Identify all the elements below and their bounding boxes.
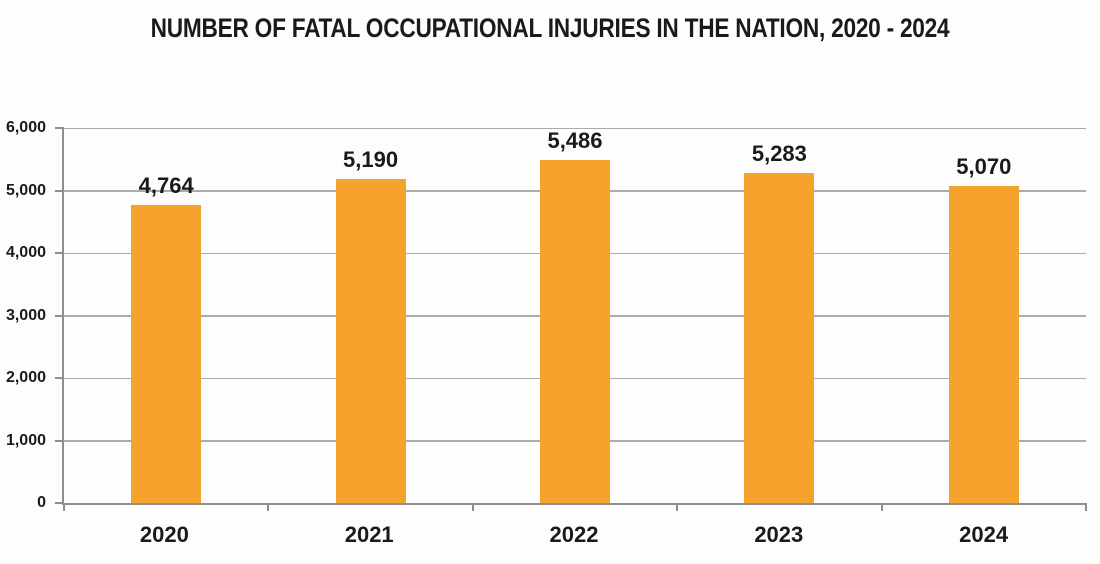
x-axis: 2020 2021 2022 2023 2024 [62, 514, 1086, 548]
x-axis-tick-label: 2021 [344, 522, 394, 547]
bar-slot: 5,486 [473, 128, 677, 503]
x-axis-tick [63, 503, 65, 511]
gridline [64, 127, 1086, 129]
y-axis-tick-label: 6,000 [5, 119, 46, 136]
y-axis-tick-label: 1,000 [5, 431, 46, 449]
y-axis-tick-label: 4,000 [5, 244, 46, 261]
plot-area: 4,764 5,190 5,486 5,283 5,070 [55, 127, 1087, 511]
y-axis-tick [55, 189, 64, 192]
y-axis: 0 1,000 2,000 3,000 4,000 5,000 6,000 [0, 120, 46, 511]
x-axis-tick [267, 503, 270, 511]
y-axis-tick [55, 502, 64, 504]
bar-slot: 5,190 [268, 128, 472, 503]
y-axis-tick-label: 3,000 [5, 306, 46, 324]
y-axis-tick [55, 377, 64, 380]
y-axis-tick [55, 127, 64, 129]
bar-2023 [744, 172, 815, 503]
bar-2024 [948, 186, 1019, 503]
y-axis-tick [55, 314, 64, 317]
y-axis-tick [55, 252, 64, 255]
x-axis-tick [471, 503, 474, 511]
x-axis-tick-label: 2023 [754, 522, 804, 547]
bar-2022 [539, 160, 610, 503]
y-axis-tick [55, 439, 64, 442]
y-axis-tick-label: 0 [37, 494, 46, 511]
bar-2021 [335, 178, 406, 503]
bar-slot: 4,764 [64, 128, 268, 503]
bar-value-label: 5,486 [547, 128, 603, 154]
bar-value-label: 5,190 [343, 146, 399, 172]
bar-value-label: 4,764 [138, 173, 194, 199]
chart-title: NUMBER OF FATAL OCCUPATIONAL INJURIES IN… [150, 13, 950, 43]
x-axis-tick-label: 2020 [139, 522, 189, 547]
bar-value-label: 5,070 [956, 154, 1012, 180]
x-axis-tick [1085, 503, 1087, 511]
bar-slot: 5,070 [882, 128, 1086, 503]
x-axis-tick-label: 2022 [549, 522, 599, 547]
y-axis-tick-label: 5,000 [5, 181, 46, 199]
bar-slot: 5,283 [677, 128, 881, 503]
y-axis-tick-label: 2,000 [5, 369, 46, 386]
x-axis-tick-label: 2024 [959, 522, 1009, 547]
x-axis-tick [676, 503, 679, 511]
bar-value-label: 5,283 [751, 140, 807, 166]
bar-2020 [131, 205, 202, 503]
x-axis-tick [880, 503, 883, 511]
